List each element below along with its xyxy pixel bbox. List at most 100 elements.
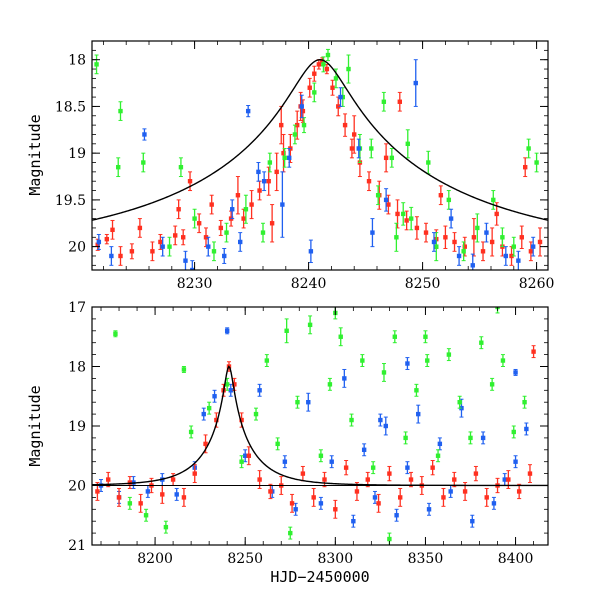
bottom-data-point bbox=[300, 465, 306, 482]
top-series-1 bbox=[95, 57, 543, 266]
top-data-point bbox=[389, 147, 395, 168]
bottom-data-point bbox=[527, 464, 533, 484]
top-data-point bbox=[292, 124, 298, 145]
bottom-data-point bbox=[408, 471, 414, 488]
top-data-point bbox=[530, 236, 536, 257]
bottom-data-point bbox=[381, 363, 387, 382]
bottom-data-point bbox=[383, 416, 388, 436]
bottom-data-point bbox=[403, 431, 408, 445]
top-data-point bbox=[446, 190, 452, 210]
top-data-point bbox=[94, 54, 99, 75]
bottom-data-point bbox=[452, 471, 457, 488]
bottom-series-1 bbox=[98, 327, 529, 528]
bottom-data-point bbox=[338, 327, 343, 347]
bottom-data-point bbox=[293, 502, 298, 516]
bottom-data-point bbox=[414, 383, 419, 397]
top-data-point bbox=[206, 236, 211, 257]
bottom-data-point bbox=[163, 520, 169, 534]
top-data-point bbox=[369, 138, 374, 159]
bottom-data-point bbox=[441, 487, 446, 507]
bottom-axes: 8200 8250 8300 8350 8400 17 18 19 20 21 bbox=[68, 300, 548, 567]
top-data-point bbox=[325, 48, 331, 62]
top-data-point bbox=[352, 115, 357, 154]
bottom-data-point bbox=[212, 389, 217, 403]
top-data-point bbox=[261, 171, 267, 192]
top-data-point bbox=[230, 199, 235, 220]
bottom-data-point bbox=[376, 493, 381, 513]
bottom-data-point bbox=[522, 395, 527, 409]
top-data-point bbox=[484, 222, 489, 243]
bottom-data-point bbox=[425, 354, 430, 367]
top-series-3 bbox=[96, 59, 536, 270]
top-data-point bbox=[528, 241, 534, 262]
top-data-point bbox=[534, 152, 539, 173]
bottom-data-point bbox=[116, 487, 122, 507]
bottom-plot-area bbox=[92, 307, 548, 545]
bottom-data-point bbox=[448, 485, 453, 498]
bottom-data-point bbox=[295, 395, 300, 409]
top-data-point bbox=[383, 188, 389, 212]
bottom-y-tick-label: 18 bbox=[68, 360, 86, 376]
top-data-point bbox=[426, 150, 431, 175]
top-y-tick-label: 18 bbox=[68, 53, 86, 69]
bottom-data-point bbox=[224, 327, 230, 335]
top-data-point bbox=[129, 243, 135, 260]
top-data-point bbox=[295, 110, 300, 140]
top-data-point bbox=[287, 147, 292, 168]
top-data-point bbox=[342, 113, 348, 137]
bottom-data-point bbox=[457, 395, 462, 409]
bottom-plot-marks bbox=[92, 307, 548, 545]
top-data-point bbox=[116, 157, 121, 178]
top-plot-area bbox=[92, 48, 548, 270]
top-data-point bbox=[312, 82, 317, 103]
bottom-data-point bbox=[513, 455, 518, 469]
bottom-data-point bbox=[243, 449, 248, 463]
bottom-data-point bbox=[513, 368, 518, 376]
bottom-data-point bbox=[318, 496, 324, 510]
bottom-data-point bbox=[174, 487, 179, 501]
top-data-point bbox=[414, 216, 420, 240]
top-data-point bbox=[280, 171, 285, 238]
top-data-point bbox=[397, 91, 402, 112]
bottom-data-point bbox=[201, 407, 206, 421]
bottom-data-point bbox=[416, 404, 421, 424]
top-data-point bbox=[413, 59, 418, 107]
bottom-data-point bbox=[181, 366, 187, 373]
bottom-data-point bbox=[333, 499, 338, 519]
top-data-point bbox=[338, 87, 343, 107]
bottom-x-axis-label: HJD−2450000 bbox=[270, 568, 369, 586]
top-data-point bbox=[196, 213, 202, 234]
bottom-data-point bbox=[489, 377, 495, 391]
bottom-data-point bbox=[143, 508, 149, 522]
bottom-data-point bbox=[446, 348, 452, 362]
top-data-point bbox=[346, 54, 351, 84]
top-data-point bbox=[456, 246, 462, 266]
top-data-point bbox=[118, 246, 123, 266]
top-data-point bbox=[307, 77, 312, 98]
top-data-point bbox=[394, 222, 399, 252]
top-panel: 8230 8240 8250 8260 18 18.5 19 19.5 20 Magnitude bbox=[26, 40, 554, 292]
top-data-point bbox=[235, 176, 241, 215]
bottom-data-point bbox=[327, 377, 333, 391]
bottom-data-point bbox=[500, 354, 506, 367]
bottom-data-point bbox=[473, 465, 479, 482]
top-data-point bbox=[489, 227, 495, 257]
top-data-point bbox=[218, 219, 224, 236]
top-data-point bbox=[211, 241, 217, 262]
top-data-point bbox=[537, 227, 543, 257]
bottom-data-point bbox=[372, 490, 378, 504]
top-data-point bbox=[470, 253, 475, 270]
top-data-point bbox=[245, 104, 251, 118]
bottom-x-tick-label: 8200 bbox=[137, 551, 173, 567]
bottom-data-point bbox=[343, 460, 349, 476]
bottom-data-point bbox=[491, 496, 497, 510]
bottom-data-point bbox=[138, 493, 143, 513]
top-data-point bbox=[150, 241, 155, 262]
bottom-data-point bbox=[228, 383, 233, 397]
top-data-point bbox=[405, 129, 410, 159]
bottom-data-point bbox=[484, 487, 489, 507]
bottom-data-point bbox=[322, 471, 327, 488]
top-data-point bbox=[431, 232, 437, 252]
top-data-point bbox=[386, 194, 391, 215]
